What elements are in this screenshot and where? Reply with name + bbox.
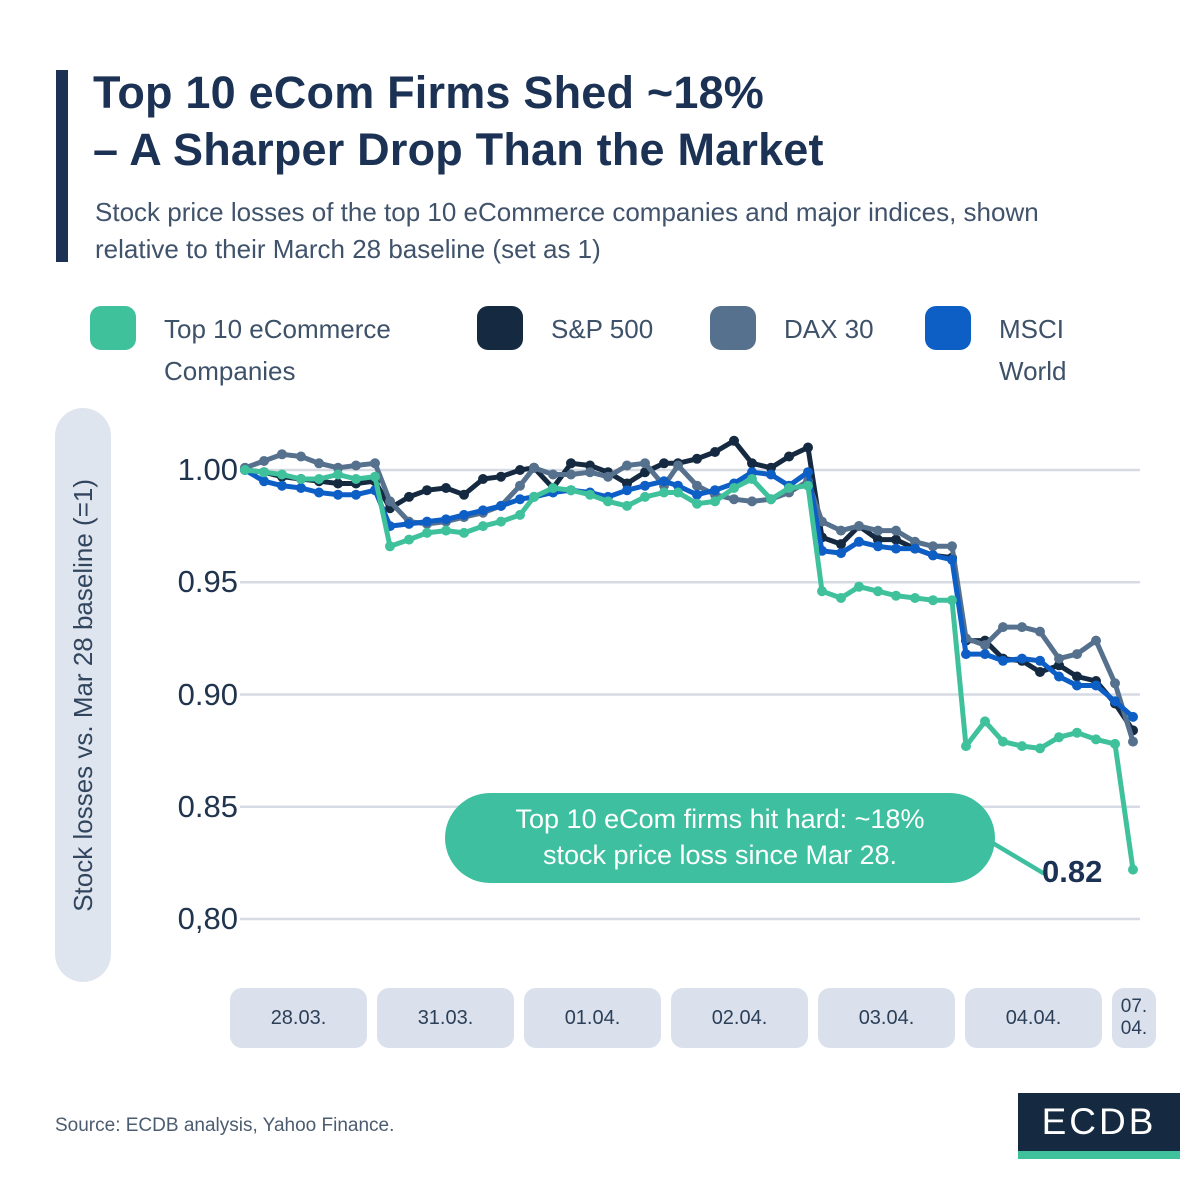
date-pill-28-03: 28.03. bbox=[230, 988, 367, 1048]
date-pill-01-04: 01.04. bbox=[524, 988, 661, 1048]
date-pill-31-03: 31.03. bbox=[377, 988, 514, 1048]
legend-label-top10-ecommerce: Top 10 eCommerce Companies bbox=[164, 314, 391, 386]
y-tick-0.85: 0.85 bbox=[177, 789, 238, 824]
legend-swatch-top10-ecommerce bbox=[90, 306, 136, 350]
ecdb-logo-underline bbox=[1018, 1151, 1180, 1159]
end-value-label: 0.82 bbox=[1042, 854, 1103, 889]
legend-label-sp500: S&P 500 bbox=[551, 314, 654, 344]
legend-label-msci-world: MSCI World bbox=[999, 314, 1067, 386]
ecdb-logo-box: ECDB bbox=[1018, 1093, 1180, 1151]
title-accent-bar bbox=[56, 70, 68, 262]
annotation-leader-line bbox=[988, 839, 1046, 876]
y-tick-0.80: 0,80 bbox=[177, 901, 238, 936]
y-axis-label-pill: Stock losses vs. Mar 28 baseline (=1) bbox=[55, 408, 111, 982]
line-chart bbox=[240, 435, 1140, 921]
legend: Top 10 eCommerce Companies S&P 500 DAX 3… bbox=[0, 306, 1200, 416]
page-title-line2: – A Sharper Drop Than the Market bbox=[93, 124, 824, 176]
legend-label-dax30: DAX 30 bbox=[784, 314, 874, 344]
page-title: Top 10 eCom Firms Shed ~18% – A Sharper … bbox=[93, 64, 1133, 178]
date-pill-02-04: 02.04. bbox=[671, 988, 808, 1048]
source-note: Source: ECDB analysis, Yahoo Finance. bbox=[55, 1115, 395, 1136]
legend-swatch-dax30 bbox=[710, 306, 756, 350]
date-pill-07-04-line1: 07. bbox=[1120, 996, 1148, 1017]
annotation-line1: Top 10 eCom firms hit hard: ~18% bbox=[515, 804, 925, 835]
y-tick-0.90: 0.90 bbox=[177, 677, 238, 712]
y-tick-0.95: 0.95 bbox=[177, 564, 238, 599]
date-pill-07-04-line2: 04. bbox=[1120, 1018, 1148, 1039]
date-pill-07-04: 07. 04. bbox=[1112, 988, 1156, 1048]
date-pill-03-04: 03.04. bbox=[818, 988, 955, 1048]
legend-item-dax30: DAX 30 bbox=[710, 306, 874, 351]
ecdb-logo: ECDB bbox=[1018, 1093, 1180, 1159]
annotation-line2: stock price loss since Mar 28. bbox=[542, 840, 898, 870]
legend-swatch-sp500 bbox=[477, 306, 523, 350]
page-title-line1: Top 10 eCom Firms Shed ~18% bbox=[93, 67, 765, 118]
y-tick-1.00: 1.00 bbox=[177, 452, 238, 487]
annotation-callout: Top 10 eCom firms hit hard: ~18% stock p… bbox=[445, 793, 995, 883]
y-axis-label: Stock losses vs. Mar 28 baseline (=1) bbox=[67, 478, 98, 912]
legend-item-msci-world: MSCI World bbox=[925, 306, 1094, 392]
ecdb-logo-text: ECDB bbox=[1041, 1101, 1157, 1142]
legend-swatch-msci-world bbox=[925, 306, 971, 350]
subtitle: Stock price losses of the top 10 eCommer… bbox=[95, 197, 1039, 264]
legend-item-sp500: S&P 500 bbox=[477, 306, 653, 351]
date-pill-04-04: 04.04. bbox=[965, 988, 1102, 1048]
legend-item-top10-ecommerce: Top 10 eCommerce Companies bbox=[90, 306, 409, 392]
